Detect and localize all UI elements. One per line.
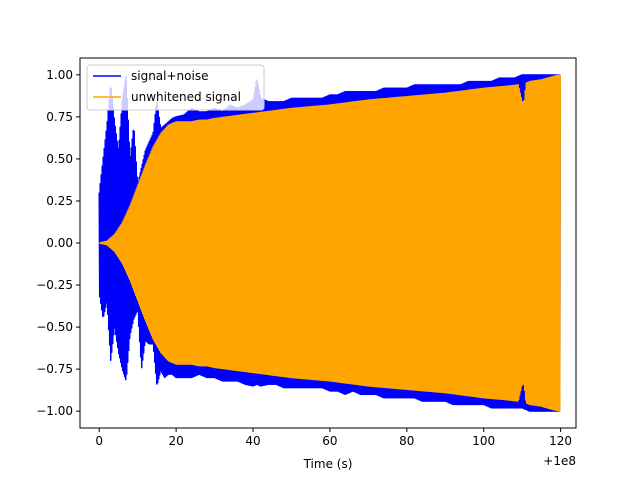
y-tick-label: 0.25 xyxy=(46,194,73,208)
series-layer xyxy=(98,74,561,412)
y-tick-label: −0.75 xyxy=(36,362,73,376)
y-tick-label: −0.50 xyxy=(36,320,73,334)
x-tick-label: 80 xyxy=(399,434,414,448)
legend-box xyxy=(86,64,265,111)
legend-label-unwhitened-signal: unwhitened signal xyxy=(131,90,241,104)
y-tick-label: 0.00 xyxy=(46,236,73,250)
legend: signal+noise unwhitened signal xyxy=(86,64,265,111)
x-axis: 0 20 40 60 80 100 120 xyxy=(95,428,572,448)
y-tick-label: −0.25 xyxy=(36,278,73,292)
x-axis-label: Time (s) xyxy=(303,457,353,471)
x-tick-label: 20 xyxy=(168,434,183,448)
y-tick-label: −1.00 xyxy=(36,404,73,418)
x-offset-label: +1e8 xyxy=(543,454,576,468)
x-tick-label: 100 xyxy=(472,434,495,448)
legend-label-signal-noise: signal+noise xyxy=(131,69,208,83)
x-tick-label: 0 xyxy=(95,434,103,448)
y-tick-label: 1.00 xyxy=(46,68,73,82)
y-axis: 1.00 0.75 0.50 0.25 0.00 −0.25 −0.50 −0.75 −1.00 xyxy=(36,68,80,418)
plot-area xyxy=(98,74,561,412)
x-tick-label: 120 xyxy=(549,434,572,448)
x-tick-label: 60 xyxy=(322,434,337,448)
series-line-unwhitened-signal xyxy=(98,74,561,412)
y-tick-label: 0.50 xyxy=(46,152,73,166)
x-tick-label: 40 xyxy=(245,434,260,448)
y-tick-label: 0.75 xyxy=(46,110,73,124)
